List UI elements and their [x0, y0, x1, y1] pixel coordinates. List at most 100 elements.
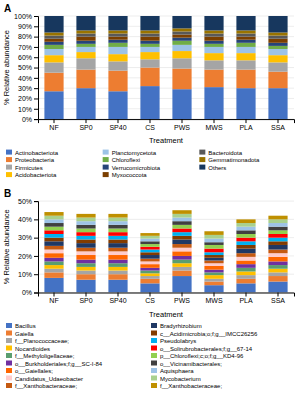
tick-label: PWS: [174, 297, 190, 304]
bar-segment: [140, 68, 159, 87]
grid: [38, 201, 294, 292]
bars: [44, 16, 287, 119]
bar-segment: [76, 274, 95, 279]
bar-segment: [76, 88, 95, 119]
legend-swatch: [6, 331, 12, 336]
bar-segment: [172, 236, 191, 240]
tick-label: 10%: [18, 271, 32, 278]
bar-segment: [172, 221, 191, 225]
tick-mark: [34, 37, 38, 38]
tick-label: 70%: [18, 44, 32, 51]
tick: SSA: [271, 119, 285, 131]
bar-segment: [76, 218, 95, 222]
legend-swatch: [151, 346, 157, 351]
tick: PWS: [174, 293, 190, 305]
bar-segment: [44, 16, 63, 32]
bar-segment: [204, 285, 223, 292]
legend-label: Others: [208, 165, 226, 171]
bar-segment: [44, 73, 63, 92]
tick: SP0: [79, 293, 92, 305]
y-axis: 0%10%20%30%40%50%60%70%80%90%100%: [14, 13, 38, 123]
tick-mark: [34, 78, 38, 79]
series: [44, 232, 287, 255]
tick-mark: [34, 274, 38, 275]
legend-swatch: [151, 323, 157, 328]
bar-segment: [140, 241, 159, 244]
bar-segment: [236, 43, 255, 47]
bar-segment: [172, 260, 191, 264]
tick-label: SSA: [271, 297, 285, 304]
bar-segment: [268, 55, 287, 62]
bar-segment: [268, 261, 287, 265]
legend-label: o__Vicinamibacterales;: [160, 361, 222, 367]
tick: 40%: [18, 216, 38, 223]
bar-segment: [108, 239, 127, 243]
bar-segment: [108, 71, 127, 92]
tick-mark: [34, 68, 38, 69]
bar-segment: [140, 30, 159, 33]
bar-segment: [236, 279, 255, 284]
bar-segment: [236, 60, 255, 69]
series: [44, 251, 287, 269]
bar-segment: [172, 263, 191, 267]
tick-mark: [214, 293, 215, 297]
bar-segment: [172, 256, 191, 260]
bar-segment: [268, 46, 287, 49]
bar-segment: [172, 69, 191, 90]
bar-segment: [44, 216, 63, 220]
tick-label: MWS: [205, 297, 222, 304]
bars: [44, 210, 287, 292]
legend-item: Aquisphaera: [151, 368, 194, 374]
bar-segment: [76, 47, 95, 52]
bar-segment: [76, 243, 95, 248]
series: [44, 236, 287, 258]
bar-segment: [204, 235, 223, 239]
bar-segment: [140, 59, 159, 67]
series: [44, 229, 287, 253]
legend-item: o__Gaiellales;: [6, 368, 53, 374]
bar-segment: [44, 62, 63, 72]
bar-segment: [268, 223, 287, 227]
panel: NFSP0SP40CSPWSMWSPLASSA0%10%20%30%40%50%…: [2, 188, 295, 389]
bar-segment: [172, 276, 191, 292]
bar-segment: [268, 88, 287, 119]
legend-swatch: [151, 361, 157, 366]
bar-segment: [76, 52, 95, 58]
legend-swatch: [6, 165, 12, 170]
bar-segment: [76, 34, 95, 37]
bar-segment: [172, 214, 191, 218]
legend-item: Acidobacteriota: [6, 172, 57, 178]
bar-segment: [268, 282, 287, 293]
legend-swatch: [6, 353, 12, 358]
tick-mark: [34, 26, 38, 27]
legend-item: Pseudolabrys: [151, 338, 196, 344]
bar-segment: [108, 232, 127, 236]
legend-swatch: [6, 323, 12, 328]
bar-segment: [172, 35, 191, 38]
tick: 60%: [18, 54, 38, 61]
bar-segment: [44, 212, 63, 216]
tick: PLA: [239, 293, 253, 305]
series: [44, 263, 287, 279]
legend-label: Myxococcota: [112, 172, 148, 178]
tick: 40%: [18, 75, 38, 82]
tick: 70%: [18, 44, 38, 51]
legend-swatch: [199, 165, 205, 170]
bar-segment: [76, 236, 95, 240]
tick: MWS: [205, 119, 222, 131]
bar-segment: [140, 47, 159, 52]
bar-segment: [236, 257, 255, 261]
bar-segment: [140, 276, 159, 279]
legend-item: f__Planococcaceae;: [6, 338, 69, 344]
bar-segment: [268, 16, 287, 32]
tick-label: NF: [49, 297, 58, 304]
legend-label: Bacillus: [15, 323, 36, 329]
series: [44, 218, 287, 243]
bar-segment: [204, 255, 223, 258]
tick-mark: [86, 293, 87, 297]
tick-label: CS: [145, 124, 155, 131]
x-axis: NFSP0SP40CSPWSMWSPLASSA: [39, 119, 295, 131]
legend-item: Actinobacteriota: [6, 150, 59, 156]
bar-segment: [108, 243, 127, 248]
bar-segment: [76, 70, 95, 89]
